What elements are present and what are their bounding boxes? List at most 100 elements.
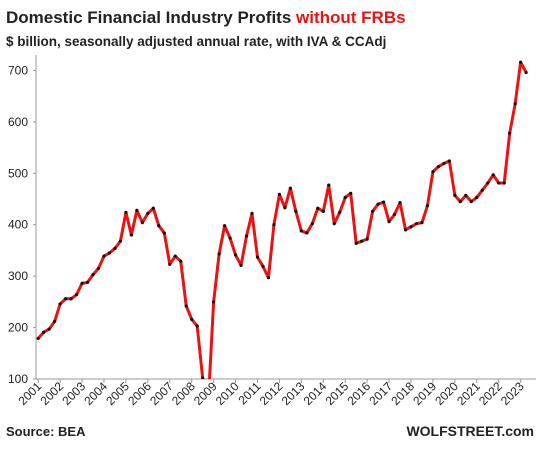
data-point (168, 262, 172, 266)
data-point (480, 188, 484, 192)
data-point (244, 234, 249, 238)
data-point (80, 281, 84, 285)
x-tick-label: 2005 (103, 379, 132, 408)
data-point (299, 229, 303, 233)
data-point (464, 193, 468, 197)
x-tick-label: 2002 (37, 379, 66, 408)
data-point (371, 209, 375, 213)
data-point (96, 266, 101, 271)
data-point (102, 254, 106, 258)
data-point (420, 221, 424, 225)
credit: WOLFSTREET.com (406, 423, 534, 439)
y-tick-label: 200 (8, 321, 28, 335)
data-point (458, 199, 462, 204)
data-point (255, 255, 260, 259)
x-tick-label: 2004 (81, 379, 110, 408)
y-tick-label: 300 (8, 269, 28, 283)
data-point (42, 330, 46, 334)
data-point (91, 273, 95, 277)
data-point (190, 317, 194, 321)
data-point (85, 280, 90, 284)
data-point (107, 251, 112, 255)
y-tick-label: 500 (8, 166, 28, 180)
data-point (425, 204, 430, 208)
x-tick-label: 2003 (59, 379, 88, 408)
data-point (261, 264, 265, 268)
data-point (387, 220, 391, 224)
title-highlight: without FRBs (295, 8, 406, 27)
x-tick-label: 2022 (476, 379, 505, 408)
x-tick-label: 2023 (498, 379, 527, 408)
data-point (113, 246, 117, 250)
chart-title: Domestic Financial Industry Profits with… (6, 8, 406, 27)
data-point (316, 206, 320, 210)
data-point (58, 302, 62, 306)
data-point (201, 376, 205, 379)
x-tick-label: 2012 (257, 379, 286, 408)
x-tick-label: 2006 (125, 379, 154, 408)
data-point (272, 223, 276, 227)
y-tick-label: 700 (8, 63, 28, 77)
data-point (469, 199, 473, 204)
data-point (332, 222, 336, 226)
x-tick-label: 2019 (410, 379, 439, 408)
data-point (497, 181, 501, 185)
data-point (151, 206, 155, 210)
data-point (365, 237, 369, 241)
data-point (294, 209, 298, 213)
data-point (491, 173, 495, 177)
data-point (135, 208, 139, 212)
x-tick-label: 2014 (301, 379, 330, 408)
data-point (403, 228, 408, 232)
data-point (442, 161, 446, 166)
data-point (392, 212, 397, 217)
x-tick-label: 2013 (279, 379, 308, 408)
data-point (47, 327, 51, 331)
data-point (184, 304, 188, 308)
data-point (195, 324, 199, 328)
data-point (64, 297, 68, 301)
x-tick-label: 2010 (213, 379, 242, 408)
data-point (327, 183, 331, 187)
data-point (233, 253, 238, 257)
subtitle: $ billion, seasonally adjusted annual ra… (6, 34, 386, 49)
y-tick-label: 400 (8, 218, 28, 232)
data-point (36, 336, 40, 340)
data-point (436, 165, 441, 169)
data-point (288, 186, 292, 190)
data-point (217, 252, 221, 256)
data-point (354, 241, 358, 245)
data-point (124, 210, 128, 214)
data-line (37, 60, 528, 379)
data-point (414, 222, 419, 226)
data-point (305, 231, 309, 235)
data-point (69, 297, 73, 301)
data-point (431, 170, 435, 174)
data-point (222, 224, 227, 228)
data-point (140, 221, 144, 225)
x-tick-label: 2009 (191, 379, 220, 408)
x-tick-label: 2015 (323, 379, 352, 408)
data-point (486, 181, 490, 185)
data-point (376, 202, 380, 206)
data-point (453, 193, 457, 197)
data-point (162, 231, 166, 235)
plot (36, 60, 528, 379)
data-point (228, 236, 232, 240)
data-point (250, 211, 254, 215)
data-point (239, 263, 243, 267)
data-point (179, 259, 183, 263)
source: Source: BEA (6, 424, 86, 439)
data-point (502, 181, 506, 185)
x-tick-label: 2011 (235, 379, 263, 407)
data-point (519, 60, 523, 64)
data-point (53, 319, 57, 323)
x-tick-label: 2017 (366, 379, 395, 408)
x-tick-label: 2016 (344, 379, 373, 408)
data-point (157, 224, 161, 228)
data-point (277, 192, 282, 196)
data-point (74, 293, 79, 297)
data-point (475, 195, 479, 200)
x-tick-label: 2008 (169, 379, 198, 408)
data-point (381, 200, 386, 204)
